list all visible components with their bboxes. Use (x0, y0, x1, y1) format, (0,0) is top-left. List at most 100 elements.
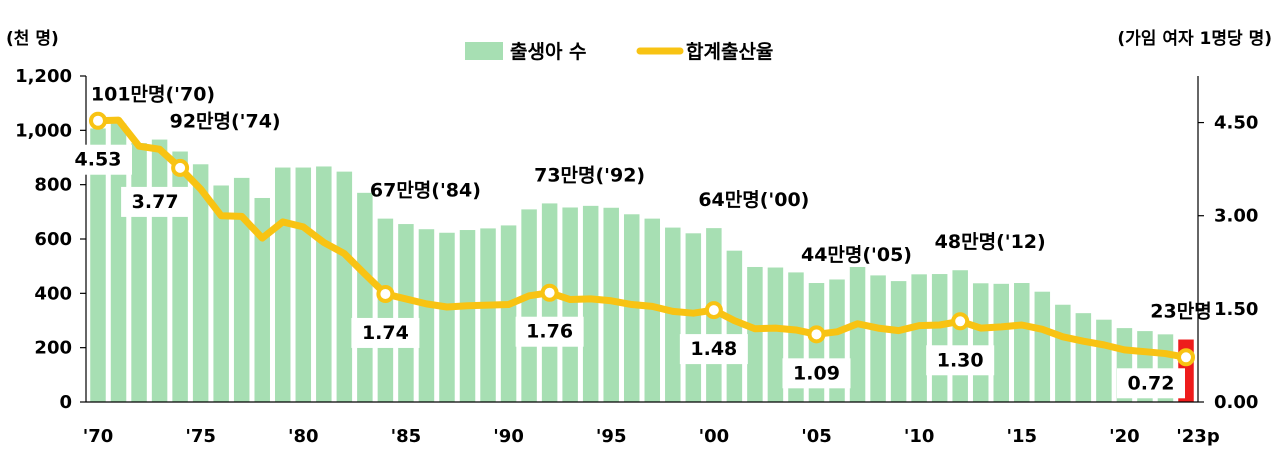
bar (275, 167, 291, 402)
legend-line-label: 합계출산율 (686, 41, 773, 63)
bar (398, 224, 414, 402)
tfr-label-bg (679, 334, 748, 365)
axes: 0 200 400 600 800 1,000 1,200 0.00 1.50 3.00 4.50 '… (15, 66, 1258, 447)
right-tick-label: 3.00 (1214, 206, 1258, 227)
tfr-label: 1.30 (937, 349, 984, 371)
bar (541, 203, 558, 402)
right-tick-label: 1.50 (1214, 299, 1258, 320)
tfr-marker (89, 111, 107, 130)
x-tick-label: '10 (904, 426, 935, 447)
bar (151, 139, 168, 402)
left-tick-label: 1,000 (15, 120, 72, 141)
tfr-marker (376, 284, 395, 303)
birth-annotation: 73만명('92) (534, 164, 645, 186)
bar (1055, 304, 1071, 402)
bar (357, 192, 373, 402)
tfr-marker (807, 325, 826, 344)
bar (890, 281, 907, 402)
legend-bar-label: 출생아 수 (510, 41, 587, 63)
bar (623, 214, 640, 402)
bar (747, 266, 763, 402)
right-tick-label: 0.00 (1214, 392, 1258, 413)
bar (336, 171, 353, 402)
tfr-marker (1177, 348, 1195, 367)
x-tick-label: '75 (185, 426, 216, 447)
birth-annotation: 48만명('12) (935, 231, 1046, 253)
bar (439, 232, 455, 402)
x-tick-label: '70 (83, 426, 114, 447)
bar (459, 230, 476, 402)
birth-annotation: 67만명('84) (370, 180, 481, 202)
tfr-marker (951, 312, 970, 331)
x-tick-label: '90 (493, 426, 524, 447)
birth-annotation: 64만명('00) (698, 189, 809, 211)
bar (1034, 291, 1051, 402)
x-tick-label: '15 (1006, 426, 1037, 447)
bar (254, 197, 270, 402)
tfr-marker (540, 283, 559, 302)
left-tick-label: 0 (59, 392, 72, 413)
tfr-label-bg (64, 144, 132, 175)
tfr-label: 1.09 (793, 362, 840, 384)
tfr-label-bg (121, 186, 190, 217)
bar (295, 167, 312, 402)
bar (603, 207, 619, 402)
bar (233, 177, 250, 403)
birth-annotation: 92만명('74) (170, 111, 281, 133)
bar (685, 233, 702, 402)
tfr-marker (171, 158, 190, 177)
bar (1096, 319, 1112, 402)
tfr-label: 3.77 (132, 191, 179, 213)
bar (644, 218, 661, 403)
tfr-label-bg (782, 358, 851, 389)
bar (767, 267, 784, 402)
tfr-label: 0.72 (1128, 372, 1175, 394)
annotations: 4.53 3.77 1.74 1.76 1.48 1.09 1.30 0.72 101만명('7… (64, 83, 1212, 399)
bar (849, 266, 866, 402)
x-tick-label: '20 (1109, 426, 1140, 447)
bar (993, 283, 1009, 402)
left-tick-label: 1,200 (15, 66, 72, 87)
x-tick-label: '23p (1176, 426, 1220, 447)
tfr-line (94, 116, 1190, 361)
right-axis-unit: (가임 여자 1명당 명) (1117, 28, 1272, 49)
legend-bar-swatch (465, 42, 503, 60)
bar (972, 283, 989, 402)
bar (952, 270, 968, 402)
tfr-label: 1.48 (690, 338, 737, 360)
tfr-label: 1.74 (362, 322, 409, 344)
birth-annotation: 23만명 (1150, 301, 1211, 323)
x-tick-label: '80 (288, 426, 319, 447)
tfr-label-bg (351, 317, 420, 348)
bar (377, 218, 394, 403)
bar (726, 250, 743, 402)
bar (521, 209, 537, 402)
x-tick-label: '00 (699, 426, 730, 447)
left-axis-unit: (천 명) (6, 29, 59, 49)
birth-annotation: 44만명('05) (801, 244, 912, 266)
bar (90, 128, 106, 402)
bar (213, 185, 229, 402)
tfr-series (89, 111, 1195, 367)
x-tick-label: '95 (596, 426, 627, 447)
bar (192, 164, 209, 402)
bar (418, 229, 435, 402)
bar (316, 166, 332, 402)
tfr-label: 4.53 (75, 149, 122, 171)
bar (870, 275, 886, 402)
birth-annotation: 101만명('70) (91, 83, 215, 105)
x-tick-label: '05 (801, 426, 832, 447)
bar (1075, 313, 1092, 402)
bar (911, 274, 927, 402)
left-tick-label: 800 (34, 175, 72, 196)
bar (562, 207, 578, 402)
x-tick-label: '85 (391, 426, 422, 447)
bar (131, 143, 147, 402)
tfr-label-bg (515, 316, 584, 347)
right-tick-label: 4.50 (1214, 113, 1258, 134)
tfr-label-bg (1117, 368, 1185, 399)
bar (931, 274, 948, 402)
bar (500, 225, 517, 402)
tfr-label: 1.76 (526, 321, 573, 343)
